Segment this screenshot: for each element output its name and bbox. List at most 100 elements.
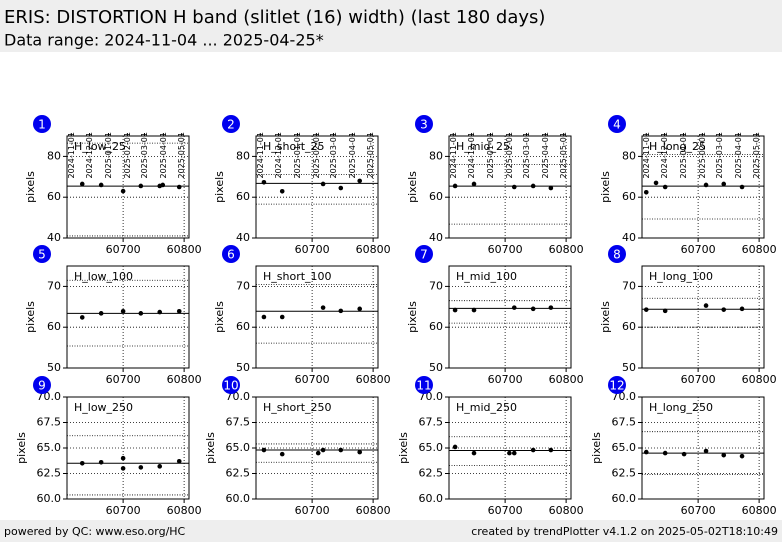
data-point <box>471 307 477 313</box>
date-tick-label: 2025-04-01 <box>541 132 550 179</box>
x-tick-label: 60700 <box>295 243 330 256</box>
date-tick-label: 2024-12-01 <box>467 132 476 179</box>
data-point <box>338 308 344 314</box>
data-point <box>662 308 668 314</box>
date-tick-label: 2025-04-01 <box>159 132 168 179</box>
x-tick-label: 60800 <box>549 504 584 517</box>
panel-title: H_long_250 <box>649 401 713 414</box>
y-axis-label: pixels <box>406 301 419 333</box>
data-point <box>681 451 687 457</box>
panel-badge <box>415 376 433 394</box>
data-point <box>452 307 458 313</box>
data-point <box>98 459 104 465</box>
data-point <box>315 450 321 456</box>
plot-frame <box>641 396 765 500</box>
y-tick-label: 70 <box>429 279 443 292</box>
data-point <box>338 447 344 453</box>
panel-title: H_mid_25 <box>456 140 510 153</box>
panel-title: H_short_250 <box>263 401 332 414</box>
data-point <box>530 183 536 189</box>
plot-frame <box>66 135 190 239</box>
panel-badge <box>608 376 626 394</box>
date-tick-label: 2025-01-01 <box>679 132 688 179</box>
data-point <box>643 449 649 455</box>
date-tick-label: 2025-05-01 <box>559 132 568 179</box>
x-tick-label: 60800 <box>167 243 202 256</box>
data-point <box>320 447 326 453</box>
y-tick-label: 60.0 <box>37 492 62 505</box>
x-tick-label: 60700 <box>106 504 141 517</box>
data-point <box>157 309 163 315</box>
panel-title: H_mid_100 <box>456 270 517 283</box>
x-tick-label: 60800 <box>742 504 777 517</box>
y-axis-label: pixels <box>213 171 226 203</box>
data-point <box>320 181 326 187</box>
plot-frame <box>255 396 379 500</box>
data-point <box>653 180 659 186</box>
panel-badge-number: 3 <box>420 118 428 132</box>
data-point <box>721 181 727 187</box>
panel-title: H_low_250 <box>74 401 133 414</box>
x-tick-label: 60800 <box>356 504 391 517</box>
x-tick-label: 60800 <box>356 243 391 256</box>
data-point <box>507 450 512 456</box>
plot-frame <box>448 396 572 500</box>
y-tick-label: 40 <box>429 231 443 244</box>
x-tick-label: 60700 <box>681 243 716 256</box>
x-tick-label: 60700 <box>106 243 141 256</box>
date-tick-label: 2024-11-01 <box>256 132 265 179</box>
date-tick-label: 2024-12-01 <box>85 132 94 179</box>
panel-badge-number: 1 <box>38 118 46 132</box>
date-tick-label: 2025-03-01 <box>522 132 531 179</box>
panel-badge-number: 7 <box>420 248 428 262</box>
data-point <box>120 455 126 461</box>
date-tick-label: 2024-11-01 <box>642 132 651 179</box>
data-point <box>120 308 126 314</box>
x-tick-label: 60800 <box>742 373 777 386</box>
date-tick-label: 2025-04-01 <box>348 132 357 179</box>
date-tick-label: 2025-04-01 <box>734 132 743 179</box>
plot-frame <box>448 265 572 369</box>
y-tick-label: 60 <box>622 190 636 203</box>
data-point <box>160 182 166 188</box>
plot-frame <box>641 135 765 239</box>
y-tick-label: 40 <box>47 231 61 244</box>
data-point <box>471 450 477 456</box>
data-point <box>703 303 709 308</box>
y-axis-label: pixels <box>204 432 217 464</box>
y-tick-label: 62.5 <box>612 467 637 480</box>
data-point <box>357 306 363 312</box>
date-tick-label: 2025-05-01 <box>177 132 186 179</box>
y-tick-label: 70 <box>47 279 61 292</box>
data-point <box>357 449 363 455</box>
y-tick-label: 60 <box>236 320 250 333</box>
panel-badge-number: 12 <box>609 379 624 393</box>
panel-title: H_low_25 <box>74 140 126 153</box>
plot-frame <box>66 396 190 500</box>
data-point <box>662 450 668 456</box>
data-point <box>548 447 554 453</box>
data-point <box>79 315 85 320</box>
data-point <box>138 311 144 316</box>
date-tick-label: 2024-12-01 <box>660 132 669 179</box>
header-bg <box>0 0 782 52</box>
data-point <box>261 447 267 453</box>
page-title: ERIS: DISTORTION H band (slitlet (16) wi… <box>4 7 545 28</box>
data-point <box>98 182 104 188</box>
panel-badge-number: 10 <box>223 379 238 393</box>
panel-badge <box>415 245 433 263</box>
panel-badge <box>608 245 626 263</box>
panel-badge <box>222 115 240 133</box>
data-point <box>138 465 144 470</box>
date-tick-label: 2025-03-01 <box>715 132 724 179</box>
y-tick-label: 80 <box>47 149 61 162</box>
data-point <box>261 314 267 320</box>
panel-title: H_short_25 <box>263 140 325 153</box>
data-point <box>120 188 126 194</box>
data-point <box>157 464 163 469</box>
data-point <box>548 185 554 191</box>
y-tick-label: 60 <box>622 320 636 333</box>
y-tick-label: 80 <box>236 149 250 162</box>
y-tick-label: 60 <box>429 190 443 203</box>
date-tick-label: 2025-05-01 <box>366 132 375 179</box>
